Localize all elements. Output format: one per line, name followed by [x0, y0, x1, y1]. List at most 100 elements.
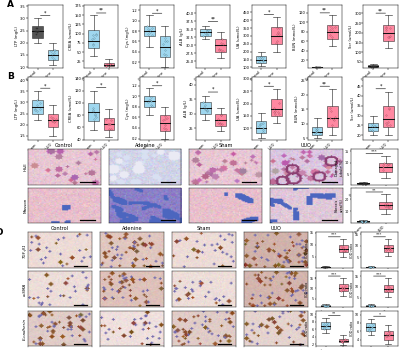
Point [164, 38, 170, 43]
Point [338, 288, 344, 294]
Point [380, 160, 387, 166]
Point [340, 248, 346, 254]
Point [204, 28, 210, 33]
Point [33, 28, 40, 34]
Point [324, 322, 330, 328]
Bar [200, 29, 210, 36]
Point [215, 116, 221, 122]
Text: *: * [44, 83, 46, 88]
Point [89, 33, 96, 38]
Text: *: * [212, 87, 214, 92]
Point [220, 48, 226, 54]
Point [382, 204, 388, 209]
Point [272, 111, 279, 117]
Point [366, 264, 372, 270]
Point [387, 287, 394, 293]
Bar [339, 284, 348, 292]
Point [368, 303, 374, 309]
Point [316, 131, 323, 137]
Point [260, 127, 266, 132]
Point [369, 303, 376, 309]
Point [203, 106, 210, 111]
Bar [312, 126, 322, 135]
Point [324, 303, 330, 309]
Point [144, 32, 151, 37]
Y-axis label: IOD ratio: IOD ratio [350, 282, 354, 297]
Point [321, 264, 328, 270]
Point [256, 124, 262, 129]
Point [92, 31, 99, 37]
Point [50, 48, 57, 53]
Point [359, 219, 365, 224]
Point [260, 130, 266, 135]
Point [367, 303, 374, 309]
Point [219, 41, 226, 47]
Bar [256, 56, 266, 63]
Point [145, 99, 152, 105]
Text: **: ** [99, 8, 104, 13]
Y-axis label: Cys (mg/L): Cys (mg/L) [126, 98, 130, 119]
Point [34, 108, 40, 114]
Bar [384, 285, 393, 293]
Point [106, 126, 112, 132]
Bar [256, 121, 266, 133]
Point [329, 26, 336, 31]
Point [260, 58, 266, 64]
Bar [271, 27, 282, 44]
Point [384, 243, 391, 248]
Point [369, 63, 375, 69]
Point [339, 285, 346, 290]
Point [362, 181, 368, 187]
Title: Control: Control [55, 143, 73, 148]
Point [33, 25, 40, 30]
Point [383, 27, 390, 32]
Point [342, 284, 348, 289]
Point [276, 112, 282, 117]
Bar [160, 115, 170, 131]
Point [256, 54, 262, 60]
Point [162, 35, 168, 41]
Point [362, 218, 368, 224]
Y-axis label: CREA (umol/L): CREA (umol/L) [69, 23, 73, 50]
Point [312, 65, 319, 70]
Point [386, 35, 392, 40]
Point [385, 161, 392, 166]
Bar [357, 221, 369, 222]
Point [368, 64, 374, 69]
Point [322, 264, 328, 270]
Point [359, 219, 365, 224]
Point [162, 116, 168, 121]
Point [149, 32, 155, 37]
Point [329, 35, 335, 40]
Point [107, 61, 113, 67]
Point [384, 204, 391, 210]
Point [368, 325, 374, 330]
Point [383, 25, 389, 30]
Point [258, 56, 264, 62]
Point [383, 288, 389, 294]
Point [386, 329, 392, 334]
Point [201, 102, 208, 108]
Text: ***: *** [331, 272, 338, 276]
Point [366, 264, 373, 270]
Y-axis label: E-cadherin: E-cadherin [23, 317, 27, 339]
Point [164, 115, 170, 121]
Text: ***: *** [376, 272, 383, 276]
Point [108, 126, 114, 132]
Point [387, 285, 393, 291]
Point [314, 126, 320, 132]
Point [340, 245, 346, 250]
Point [204, 107, 210, 113]
Point [276, 26, 282, 31]
Point [361, 180, 368, 186]
Bar [48, 114, 58, 127]
Point [384, 283, 391, 289]
Point [52, 48, 58, 53]
Text: **: ** [332, 312, 336, 316]
Title: Adenine: Adenine [122, 226, 142, 231]
Point [385, 34, 391, 40]
Point [276, 100, 282, 105]
Point [341, 285, 347, 290]
Point [216, 46, 222, 51]
Point [34, 102, 40, 107]
